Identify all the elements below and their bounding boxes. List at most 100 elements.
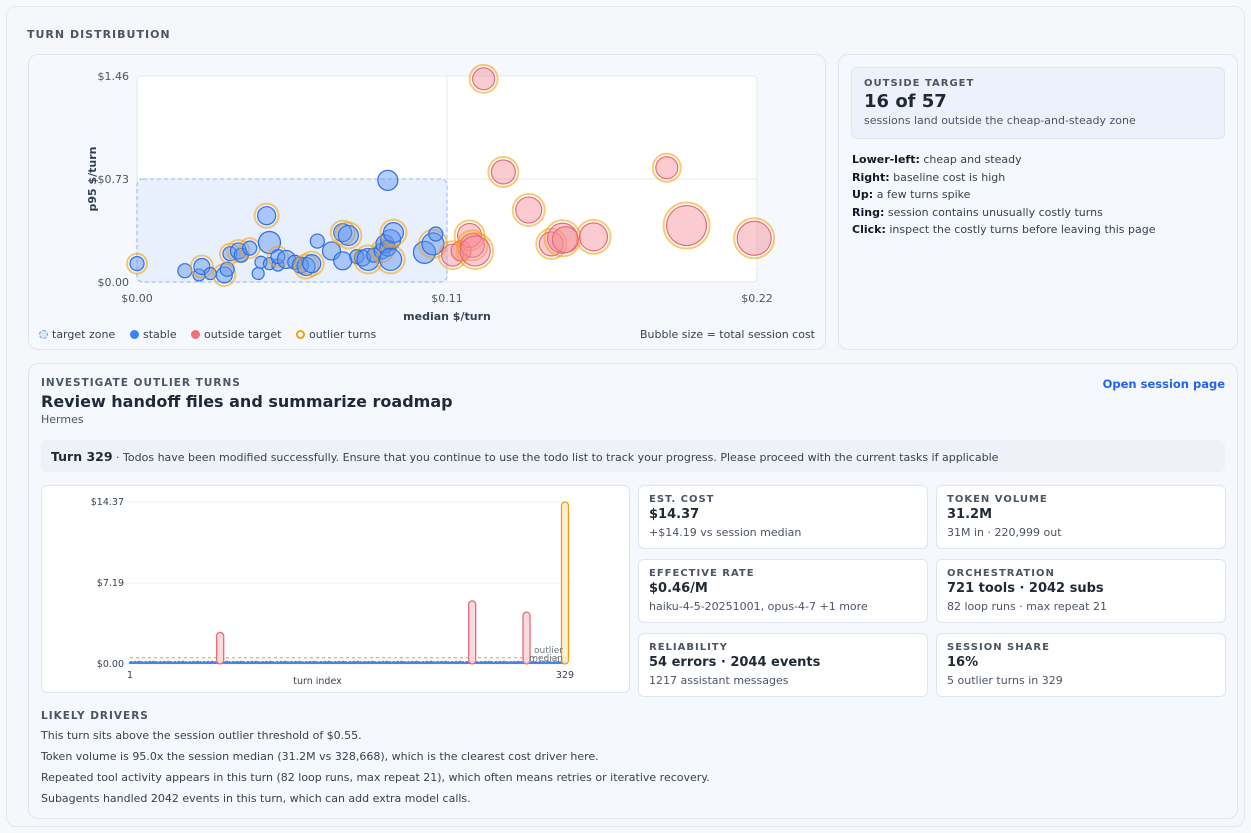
outlier-ring — [733, 217, 776, 260]
driver-item: Token volume is 95.0x the session median… — [41, 750, 599, 763]
scatter-chart[interactable]: $1.46 $0.73 $0.00 $0.00 $0.11 $0.22 median $/t… — [29, 55, 827, 351]
mini-x-tick-label: 329 — [556, 670, 574, 681]
guide-term: Click: — [852, 223, 886, 237]
outside-target-kpi: OUTSIDE TARGET 16 of 57 sessions land ou… — [851, 67, 1225, 139]
stable-bubble — [242, 240, 258, 256]
agent-name: Hermes — [41, 413, 84, 426]
side-card: OUTSIDE TARGET 16 of 57 sessions land ou… — [838, 54, 1238, 350]
metric-sub: 1217 assistant messages — [649, 674, 789, 687]
metric-reliability: RELIABILITY 54 errors · 2044 events 1217… — [638, 633, 928, 697]
metric-label: TOKEN VOLUME — [947, 494, 1048, 505]
session-title: Review handoff files and summarize roadm… — [41, 392, 453, 411]
outlier-ring — [417, 228, 448, 259]
metric-value: 31.2M — [947, 507, 993, 522]
metric-token-volume: TOKEN VOLUME 31.2M 31M in · 220,999 out — [936, 485, 1226, 549]
outlier-ring — [543, 219, 582, 258]
stable-bubble — [177, 263, 193, 279]
outside-bubble — [665, 204, 708, 247]
kpi-label: OUTSIDE TARGET — [864, 78, 975, 89]
y-tick-label: $0.00 — [98, 276, 130, 289]
outlier-detail-card: INVESTIGATE OUTLIER TURNS Open session p… — [28, 363, 1238, 819]
median-label: median — [529, 654, 563, 664]
x-tick-label: $0.00 — [121, 292, 153, 305]
stable-bubble — [333, 251, 353, 271]
y-tick-label: $1.46 — [98, 70, 130, 83]
outside-bubble — [655, 156, 679, 180]
quadrant-guide: Lower-left: cheap and steady Right: base… — [852, 151, 1156, 239]
metric-label: EFFECTIVE RATE — [649, 568, 755, 579]
outside-bubble — [578, 222, 609, 252]
mini-y-tick-label: $0.00 — [97, 659, 124, 670]
guide-item: Ring: session contains unusually costly … — [852, 204, 1156, 222]
kpi-value: 16 of 57 — [864, 91, 947, 112]
outlier-ring — [189, 254, 214, 279]
outlier-ring — [212, 262, 237, 287]
scatter-card: $1.46 $0.73 $0.00 $0.00 $0.11 $0.22 median $/t… — [28, 54, 826, 350]
guide-text: session contains unusually costly turns — [884, 205, 1103, 219]
stable-bubble — [377, 169, 399, 192]
outside-bubble — [490, 159, 516, 185]
mini-x-axis-label: turn index — [293, 676, 342, 687]
bubble-size-note: Bubble size = total session cost — [640, 328, 815, 341]
stable-bubble — [219, 261, 235, 277]
driver-item: Subagents handled 2042 events in this tu… — [41, 792, 471, 805]
stable-bubble — [309, 233, 325, 249]
y-tick-label: $0.73 — [98, 173, 130, 186]
outside-swatch-icon — [191, 330, 200, 339]
stable-bubble — [257, 206, 277, 226]
stable-bubble — [302, 254, 322, 274]
guide-text: a few turns spike — [873, 188, 971, 202]
mini-y-tick-label: $7.19 — [97, 578, 124, 589]
metric-effective-rate: EFFECTIVE RATE $0.46/M haiku-4-5-2025100… — [638, 559, 928, 623]
x-tick-label: $0.11 — [431, 292, 463, 305]
outlier-ring — [334, 221, 363, 250]
open-session-link[interactable]: Open session page — [1102, 377, 1225, 391]
target-zone-swatch-icon — [39, 330, 48, 339]
metric-label: SESSION SHARE — [947, 642, 1050, 653]
metric-label: ORCHESTRATION — [947, 568, 1055, 579]
stable-bubble — [382, 222, 405, 244]
guide-term: Lower-left: — [852, 153, 920, 166]
guide-term: Up: — [852, 188, 874, 202]
guide-text: cheap and steady — [919, 153, 1022, 166]
metric-sub: haiku-4-5-20251001, opus-4-7 +1 more — [649, 600, 868, 613]
outlier-ring — [487, 155, 520, 188]
y-axis-label: p95 $/turn — [86, 146, 99, 211]
metric-sub: 5 outlier turns in 329 — [947, 674, 1063, 687]
section-title: TURN DISTRIBUTION — [27, 28, 171, 41]
outside-bubble — [472, 67, 496, 91]
metric-est-cost: EST. COST $14.37 +$14.19 vs session medi… — [638, 485, 928, 549]
outlier-turn-bar — [560, 501, 570, 665]
kpi-description: sessions land outside the cheap-and-stea… — [864, 114, 1136, 127]
outlier-ring — [298, 250, 325, 277]
stable-bubble — [193, 257, 211, 276]
guide-item: Lower-left: cheap and steady — [852, 151, 1156, 169]
turn-label: Turn 329 — [51, 449, 113, 464]
metric-value: 721 tools · 2042 subs — [947, 581, 1104, 596]
x-tick-label: $0.22 — [741, 292, 773, 305]
stable-bubble — [379, 247, 403, 272]
legend-outside: outside target — [191, 328, 282, 341]
stable-bubble — [428, 226, 444, 242]
metric-sub: +$14.19 vs session median — [649, 526, 802, 539]
metric-value: 54 errors · 2044 events — [649, 655, 821, 670]
guide-item: Up: a few turns spike — [852, 186, 1156, 204]
outlier-ring — [456, 231, 495, 270]
legend-stable-label: stable — [143, 328, 177, 341]
metric-value: $0.46/M — [649, 581, 708, 596]
stable-bubble — [337, 224, 359, 247]
drivers-title: LIKELY DRIVERS — [41, 710, 149, 722]
stable-bubble — [129, 256, 145, 272]
metric-session-share: SESSION SHARE 16% 5 outlier turns in 329 — [936, 633, 1226, 697]
outlier-ring — [575, 218, 612, 255]
spike-turn-bar — [216, 631, 225, 665]
guide-text: inspect the costly turns before leaving … — [885, 223, 1156, 237]
legend-outlier-label: outlier turns — [309, 328, 377, 341]
detail-eyebrow: INVESTIGATE OUTLIER TURNS — [41, 377, 241, 389]
driver-item: This turn sits above the session outlier… — [41, 729, 362, 742]
spike-turn-bar — [522, 611, 531, 665]
metric-sub: 31M in · 220,999 out — [947, 526, 1062, 539]
spike-turn-bar — [468, 600, 477, 665]
turn-cost-chart: $14.37 $7.19 $0.00 outlier median 1 329 turn in… — [41, 485, 630, 693]
